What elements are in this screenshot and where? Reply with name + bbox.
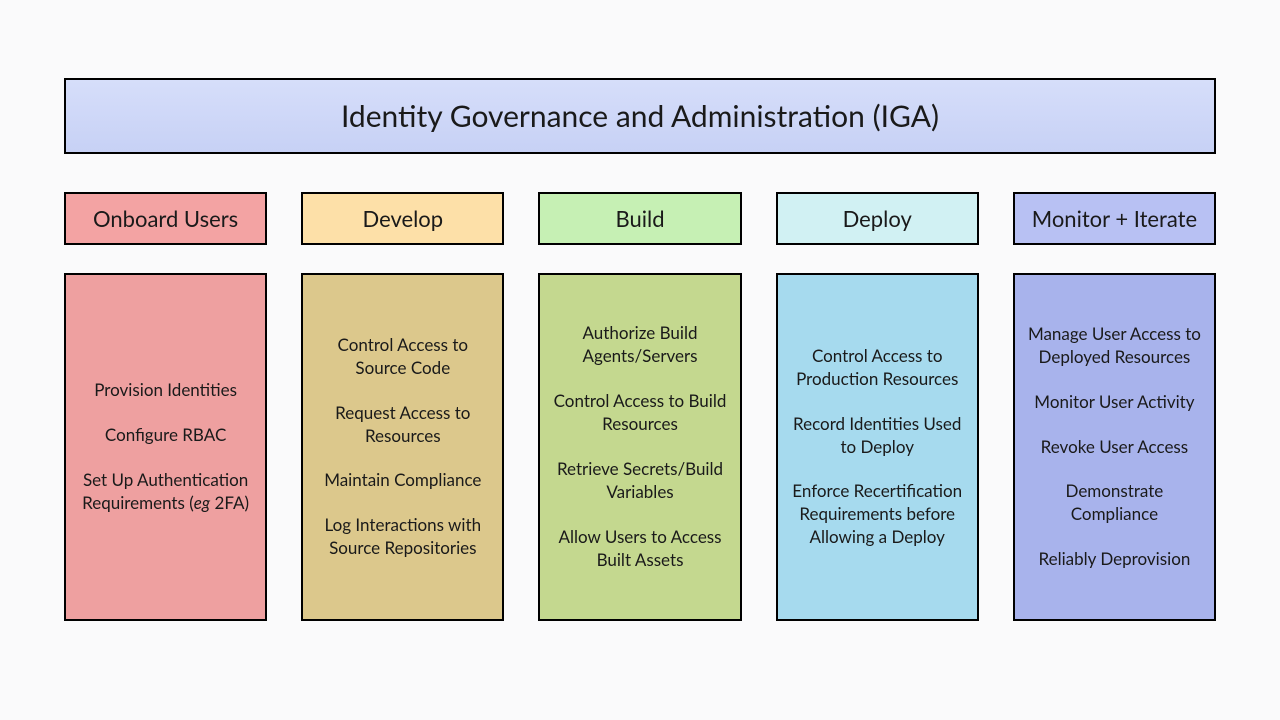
phase-header: Onboard Users (64, 192, 267, 245)
phase-details: Authorize Build Agents/Servers Control Ac… (538, 273, 741, 621)
phase-details: Control Access to Source Code Request Acc… (301, 273, 504, 621)
phase-header: Monitor + Iterate (1013, 192, 1216, 245)
detail-item: Revoke User Access (1025, 436, 1204, 459)
detail-item: Monitor User Activity (1025, 391, 1204, 414)
detail-item: Control Access to Source Code (313, 334, 492, 380)
phase-header: Deploy (776, 192, 979, 245)
banner-title: Identity Governance and Administration (… (64, 78, 1216, 154)
detail-item: Provision Identities (76, 379, 255, 402)
detail-item: Log Interactions with Source Repositorie… (313, 514, 492, 560)
detail-item: Request Access to Resources (313, 402, 492, 448)
detail-item: Authorize Build Agents/Servers (550, 322, 729, 368)
detail-item: Configure RBAC (76, 424, 255, 447)
detail-item: Set Up Authentication Requirements (eg 2… (76, 469, 255, 515)
detail-item: Control Access to Build Resources (550, 390, 729, 436)
detail-item: Reliably Deprovision (1025, 548, 1204, 571)
phase-details: Control Access to Production Resources Re… (776, 273, 979, 621)
phase-details: Manage User Access to Deployed Resources… (1013, 273, 1216, 621)
column-2: Build Authorize Build Agents/Servers Contr… (538, 192, 741, 621)
columns-container: Onboard Users Provision Identities Configu… (64, 192, 1216, 621)
detail-item: Enforce Recertification Requirements bef… (788, 480, 967, 549)
detail-item: Manage User Access to Deployed Resources (1025, 323, 1204, 369)
column-1: Develop Control Access to Source Code Requ… (301, 192, 504, 621)
phase-header: Develop (301, 192, 504, 245)
detail-item: Demonstrate Compliance (1025, 480, 1204, 526)
column-4: Monitor + Iterate Manage User Access to D… (1013, 192, 1216, 621)
phase-details: Provision Identities Configure RBAC Set Up… (64, 273, 267, 621)
detail-item: Maintain Compliance (313, 469, 492, 492)
detail-item: Retrieve Secrets/Build Variables (550, 458, 729, 504)
phase-header: Build (538, 192, 741, 245)
detail-item: Record Identities Used to Deploy (788, 413, 967, 459)
column-0: Onboard Users Provision Identities Configu… (64, 192, 267, 621)
column-3: Deploy Control Access to Production Resou… (776, 192, 979, 621)
detail-item: Control Access to Production Resources (788, 345, 967, 391)
detail-item: Allow Users to Access Built Assets (550, 526, 729, 572)
